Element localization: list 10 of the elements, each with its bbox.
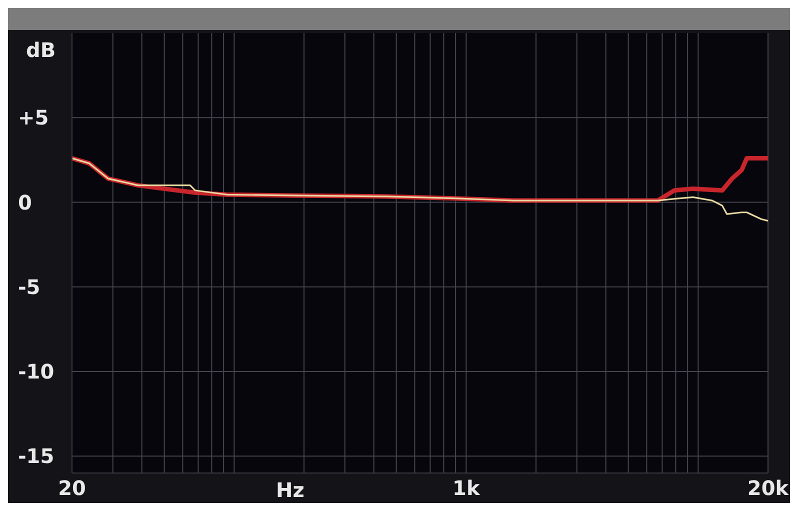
y-tick-label: +5 bbox=[18, 106, 49, 130]
y-tick-label: 0 bbox=[18, 190, 32, 214]
y-axis-title: dB bbox=[26, 38, 56, 62]
x-axis-title: Hz bbox=[276, 478, 304, 502]
x-tick-label: 20 bbox=[58, 476, 86, 500]
y-tick-label: -5 bbox=[18, 274, 40, 299]
y-tick-label: -10 bbox=[18, 360, 54, 384]
x-tick-label: 1k bbox=[452, 476, 480, 500]
y-tick-label: -15 bbox=[18, 444, 54, 468]
x-tick-label: 20k bbox=[747, 476, 790, 500]
